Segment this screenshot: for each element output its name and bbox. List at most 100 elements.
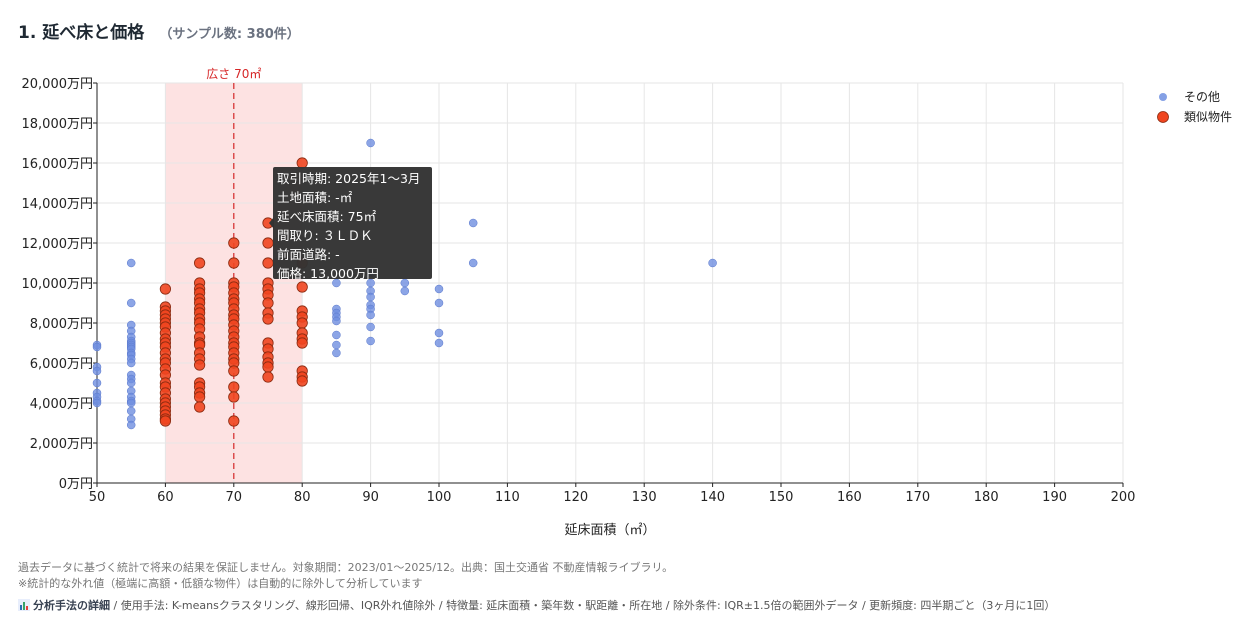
data-point [434, 328, 444, 338]
y-tick-label: 14,000万円 [22, 197, 94, 212]
x-tick-label: 100 [427, 490, 452, 505]
legend-label: その他 [1184, 90, 1220, 104]
x-tick-label: 190 [1042, 490, 1067, 505]
data-point [126, 358, 136, 368]
chart-title: 1. 延べ床と価格 [18, 23, 145, 43]
data-point [228, 257, 240, 269]
x-tick-label: 50 [89, 490, 106, 505]
data-point [332, 316, 341, 326]
data-point [228, 381, 240, 393]
y-tick-label: 10,000万円 [22, 277, 94, 292]
data-point [92, 342, 102, 352]
data-point [262, 361, 274, 373]
data-point [92, 366, 102, 376]
data-point [366, 336, 375, 346]
data-point [92, 398, 102, 408]
x-tick-label: 110 [495, 490, 520, 505]
y-tick-label: 16,000万円 [22, 157, 94, 172]
x-tick-label: 200 [1111, 490, 1136, 505]
tooltip-pointer [269, 217, 274, 229]
data-point [296, 375, 308, 387]
data-point [159, 415, 171, 427]
data-point [366, 310, 375, 320]
data-point [434, 338, 444, 348]
data-point [434, 298, 444, 308]
data-point [400, 286, 410, 296]
x-tick-label: 150 [769, 490, 794, 505]
data-point [92, 378, 102, 388]
tooltip-line: 前面道路: - [277, 247, 340, 262]
series-similar [159, 157, 308, 427]
y-tick-label: 8,000万円 [30, 317, 93, 332]
tooltip-line: 土地面積: -㎡ [277, 190, 353, 205]
data-point [400, 278, 410, 288]
x-tick-label: 140 [700, 490, 725, 505]
legend-marker [1159, 93, 1167, 101]
x-tick-label: 130 [632, 490, 657, 505]
data-point [262, 371, 274, 383]
legend-label: 類似物件 [1184, 110, 1232, 124]
legend-marker [1157, 111, 1169, 123]
data-point [228, 365, 240, 377]
data-point [159, 283, 171, 295]
data-point [296, 281, 308, 293]
tooltip-line: 価格: 13,000万円 [277, 266, 379, 281]
data-point [194, 257, 206, 269]
data-point [366, 138, 375, 148]
data-point [434, 284, 444, 294]
data-point [126, 420, 136, 430]
sample-count: （サンプル数: 380件） [159, 27, 300, 42]
data-point [366, 292, 375, 302]
method-details[interactable]: 分析手法の詳細 / 使用手法: K-meansクラスタリング、線形回帰、IQR外… [18, 597, 1055, 613]
y-tick-label: 4,000万円 [30, 397, 93, 412]
data-point [332, 348, 341, 358]
x-tick-label: 70 [226, 490, 243, 505]
x-tick-label: 120 [563, 490, 588, 505]
data-point [194, 401, 206, 413]
data-point [228, 415, 240, 427]
x-tick-label: 60 [157, 490, 174, 505]
data-point [126, 298, 136, 308]
data-point [228, 237, 240, 249]
data-point [296, 337, 308, 349]
data-point [126, 378, 136, 388]
y-tick-label: 0万円 [59, 477, 93, 492]
x-tick-label: 90 [362, 490, 379, 505]
data-point [332, 340, 341, 350]
method-text: / 使用手法: K-meansクラスタリング、線形回帰、IQR外れ値除外 / 特… [110, 599, 1056, 612]
x-tick-label: 180 [974, 490, 999, 505]
tooltip-line: 間取り: ３ＬＤＫ [277, 228, 373, 243]
data-point [366, 322, 375, 332]
method-label[interactable]: 分析手法の詳細 [33, 599, 110, 612]
data-point [126, 258, 136, 268]
y-tick-label: 18,000万円 [22, 117, 94, 132]
reference-line-label: 広さ 70㎡ [206, 67, 261, 81]
y-tick-label: 2,000万円 [30, 437, 93, 452]
data-point [262, 237, 274, 249]
chart-header: 1. 延べ床と価格 （サンプル数: 380件） [18, 18, 300, 44]
data-point [228, 391, 240, 403]
data-point [262, 313, 274, 325]
x-tick-label: 160 [837, 490, 862, 505]
bar-chart-icon [18, 599, 30, 611]
y-tick-label: 6,000万円 [30, 357, 93, 372]
data-point [194, 391, 206, 403]
data-point [126, 398, 136, 408]
series-other [92, 138, 717, 430]
x-tick-label: 80 [294, 490, 311, 505]
data-point [332, 330, 341, 340]
data-point [126, 406, 136, 416]
data-point [296, 317, 308, 329]
data-point [708, 258, 717, 268]
scatter-chart[interactable]: 0万円 2,000万円 4,000万円 6,000万円 8,000万円 10,000万円 1… [0, 0, 1247, 560]
x-axis-title: 延床面積（㎡） [564, 523, 655, 538]
x-tick-label: 170 [905, 490, 930, 505]
data-point [194, 359, 206, 371]
data-point [262, 257, 274, 269]
data-point [468, 218, 478, 228]
y-tick-label: 20,000万円 [22, 77, 94, 92]
tooltip-line: 取引時期: 2025年1〜3月 [277, 171, 420, 186]
disclaimer-note: 過去データに基づく統計で将来の結果を保証しません。対象期間：2023/01〜20… [18, 561, 674, 574]
